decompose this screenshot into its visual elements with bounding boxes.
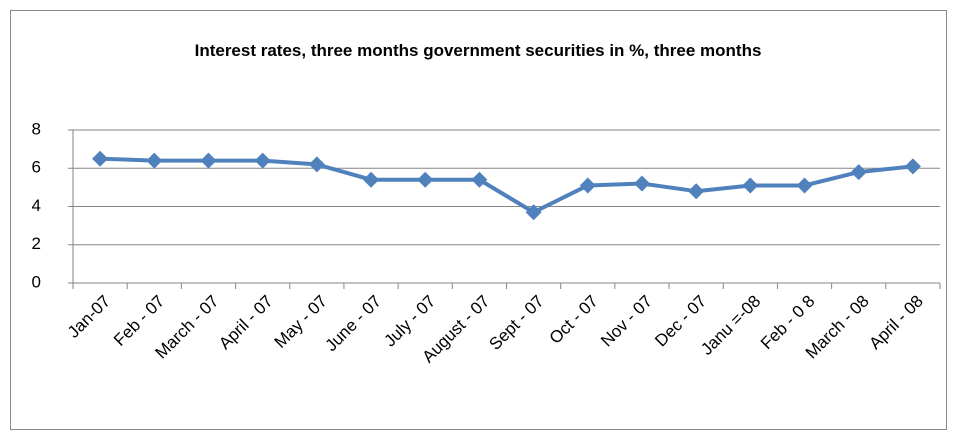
y-tick-label: 2 — [32, 234, 41, 253]
marker — [525, 204, 542, 221]
marker — [417, 171, 434, 188]
marker — [308, 156, 325, 173]
marker — [742, 177, 759, 194]
x-tick-label: June - 07 — [321, 292, 385, 356]
chart-title: Interest rates, three months government … — [194, 41, 762, 60]
y-tick-label: 0 — [32, 272, 41, 291]
x-tick-label: April - 07 — [215, 292, 277, 354]
x-tick-label: Janu =-08 — [697, 292, 764, 359]
marker — [579, 177, 596, 194]
marker — [363, 171, 380, 188]
y-tick-label: 4 — [32, 196, 41, 215]
marker — [471, 171, 488, 188]
y-tick-label: 8 — [32, 119, 41, 138]
marker — [904, 158, 921, 175]
marker — [633, 175, 650, 192]
x-tick-label: April - 08 — [865, 292, 927, 354]
marker — [146, 152, 163, 169]
marker — [254, 152, 271, 169]
x-tick-label: Sept - 07 — [485, 292, 547, 354]
y-tick-label: 6 — [32, 158, 41, 177]
chart-border — [10, 10, 947, 430]
marker — [688, 183, 705, 200]
x-tick-label: Oct - 07 — [546, 292, 602, 348]
marker — [92, 150, 109, 167]
line — [100, 156, 914, 215]
marker — [850, 164, 867, 181]
marker — [200, 152, 217, 169]
x-tick-label: Jan-07 — [64, 292, 114, 342]
x-tick-label: Nov - 07 — [597, 292, 656, 351]
marker — [796, 177, 813, 194]
